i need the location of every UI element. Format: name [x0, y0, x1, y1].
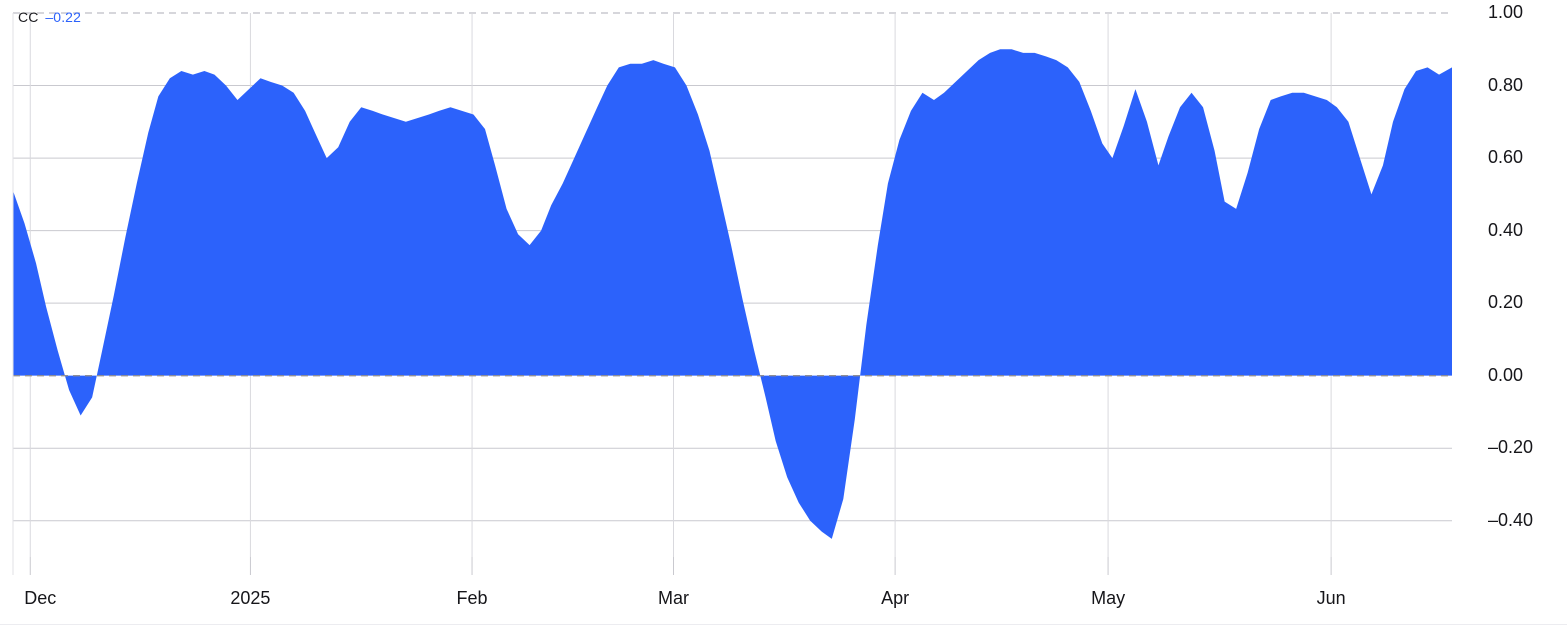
- y-axis-tick-label: 0.60: [1488, 147, 1524, 168]
- y-axis-tick-label: 0.40: [1488, 219, 1524, 240]
- y-axis-tick-label: 0.20: [1488, 292, 1524, 313]
- y-axis-tick-label: –0.20: [1488, 437, 1534, 458]
- x-axis-tick-label: Mar: [658, 588, 689, 608]
- y-axis-tick-label: 0.00: [1488, 364, 1524, 385]
- x-axis-tick-label: Jun: [1316, 588, 1346, 608]
- x-axis-tick-label: Feb: [456, 588, 488, 608]
- plot-frame: [0, 13, 1567, 625]
- x-axis-tick-label: 2025: [230, 588, 271, 608]
- x-axis-tick-label: Apr: [881, 588, 910, 608]
- y-axis-tick-label: 0.80: [1488, 74, 1524, 95]
- x-axis-tick-label: May: [1091, 588, 1126, 608]
- y-axis-tick-label: –0.40: [1488, 509, 1534, 530]
- x-axis-tick-label: Dec: [24, 588, 57, 608]
- y-axis-tick-label: 1.00: [1488, 2, 1524, 22]
- series-area-cc: [13, 49, 1452, 539]
